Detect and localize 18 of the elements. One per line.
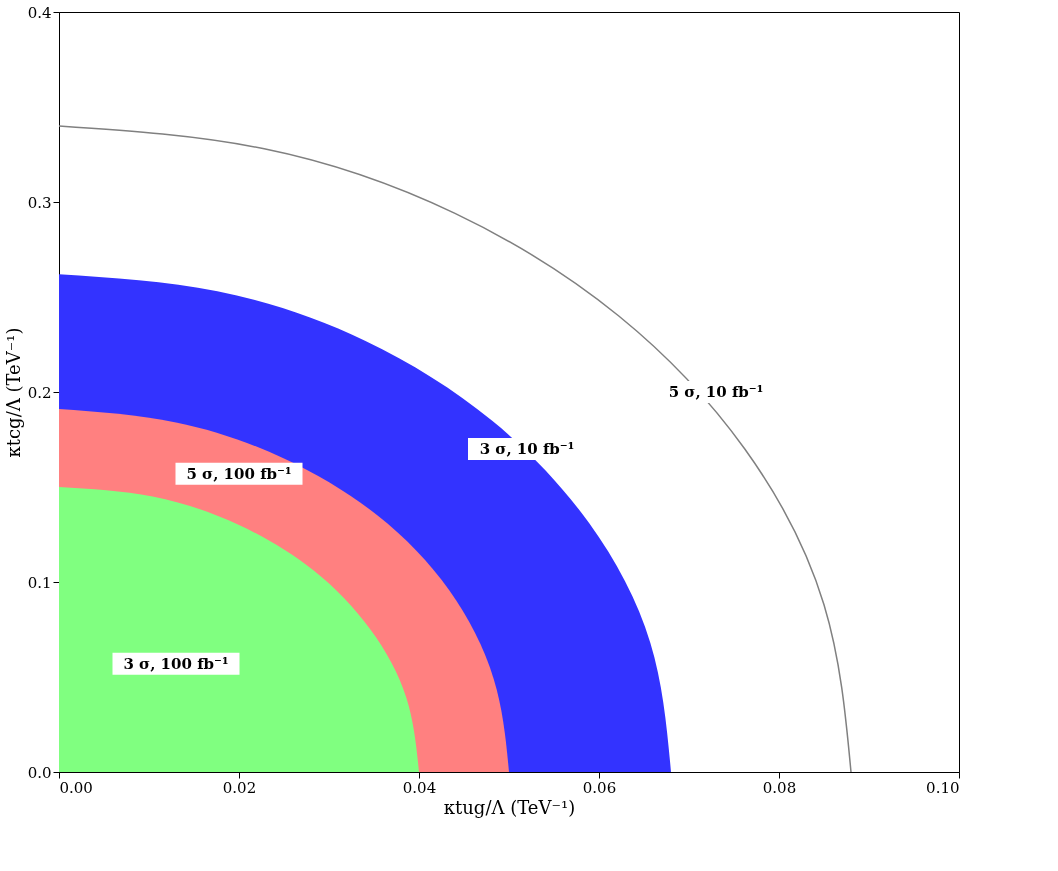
x-tick-label: 0.08 — [762, 778, 797, 797]
x-tick-label: 0.06 — [582, 778, 617, 797]
y-tick-label: 0.4 — [27, 3, 52, 22]
annotation: 5 σ, 10 fb⁻¹ — [668, 383, 764, 401]
x-axis-title: κtug/Λ (TeV⁻¹) — [443, 796, 576, 818]
annotation: 3 σ, 10 fb⁻¹ — [479, 440, 575, 458]
x-tick-label: 0.02 — [222, 778, 257, 797]
y-tick-label: 0.2 — [27, 383, 52, 402]
annotation: 5 σ, 100 fb⁻¹ — [186, 464, 292, 483]
y-axis-title: κtcg/Λ (TeV⁻¹) — [2, 327, 24, 458]
y-tick-label: 0.0 — [27, 763, 52, 782]
x-tick-label: 0.10 — [926, 778, 960, 797]
y-tick-label: 0.1 — [27, 573, 52, 592]
annotation: 3 σ, 100 fb⁻¹ — [123, 654, 229, 673]
line-series — [58, 125, 852, 773]
y-tick-label: 0.3 — [27, 193, 52, 212]
x-tick-label: 0.04 — [402, 778, 437, 797]
x-tick-label: 0.00 — [59, 778, 93, 797]
